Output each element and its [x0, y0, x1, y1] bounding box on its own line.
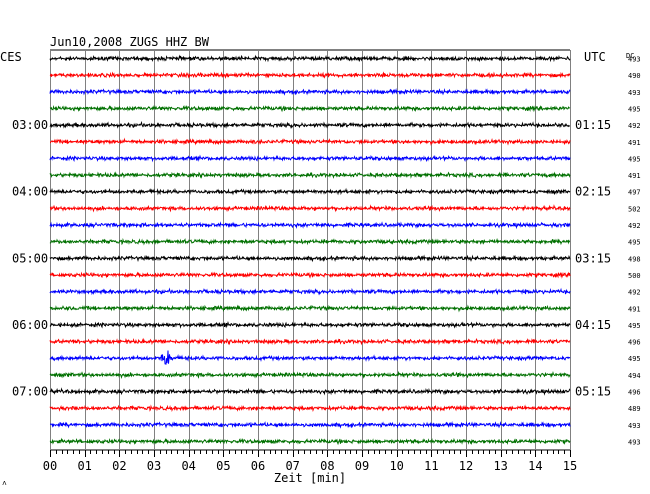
trace-line: [49, 237, 571, 246]
trace-line: [49, 254, 571, 263]
dc-value: 495: [628, 355, 641, 363]
left-hour-label: 06:00: [12, 318, 48, 332]
trace-line: [49, 71, 571, 79]
right-hour-label: 05:15: [575, 385, 611, 399]
chart-title: Jun10,2008 ZUGS HHZ BW: [50, 35, 210, 49]
dc-value: 491: [628, 139, 641, 147]
left-hour-label: 04:00: [12, 185, 48, 199]
dc-value: 497: [628, 189, 641, 197]
trace-line: [49, 320, 571, 329]
trace-line: [49, 137, 571, 146]
x-tick-label: 00: [43, 459, 57, 473]
x-tick-label: 05: [216, 459, 230, 473]
footer-mark: ˄: [2, 479, 7, 488]
dc-value: 496: [628, 389, 641, 397]
x-tick-label: 02: [112, 459, 126, 473]
x-tick-label: 04: [181, 459, 195, 473]
trace-line: [49, 370, 571, 380]
left-hour-label: 05:00: [12, 251, 48, 265]
dc-value: 498: [628, 255, 641, 263]
trace-line: [49, 54, 571, 63]
dc-value: 495: [628, 322, 641, 330]
x-tick-label: 14: [528, 459, 542, 473]
dc-value: 493: [628, 422, 641, 430]
trace-line: [49, 404, 571, 413]
dc-value: 491: [628, 305, 641, 313]
x-tick-label: 09: [355, 459, 369, 473]
dc-value: 493: [628, 89, 641, 97]
x-tick-label: 01: [77, 459, 91, 473]
dc-header-label: DC: [626, 52, 634, 60]
left-timezone-label: CES: [0, 50, 22, 64]
trace-line: [49, 221, 571, 230]
x-tick-label: 07: [285, 459, 299, 473]
dc-value: 493: [628, 56, 641, 64]
trace-line: [49, 287, 571, 296]
trace-line: [49, 87, 571, 96]
dc-value: 491: [628, 172, 641, 180]
dc-value: 492: [628, 122, 641, 130]
dc-value: 502: [628, 205, 641, 213]
dc-value: 495: [628, 239, 641, 247]
dc-value: 496: [628, 339, 641, 347]
right-hour-label: 03:15: [575, 251, 611, 265]
trace-line: [49, 204, 571, 213]
trace-line: [49, 387, 571, 396]
dc-value: 500: [628, 272, 641, 280]
trace-line: [49, 304, 571, 313]
left-hour-label: 03:00: [12, 118, 48, 132]
labels: 493 490 493 495 492 491 495 491 497 502 492 495 498 5…: [12, 56, 641, 447]
x-axis: 00 01 02 03 04 05 06 07 08 09 10 11 12 13 14 15: [43, 450, 577, 473]
x-tick-label: 10: [389, 459, 403, 473]
trace-line: [49, 104, 571, 113]
dc-value: 494: [628, 372, 641, 380]
trace-line: [49, 171, 571, 179]
trace-line: [49, 154, 571, 163]
dc-value: 492: [628, 289, 641, 297]
trace-line: [49, 437, 571, 446]
trace-line: [49, 350, 571, 365]
trace-line: [49, 337, 571, 346]
dc-value: 493: [628, 438, 641, 446]
dc-value: 489: [628, 405, 641, 413]
x-tick-label: 03: [147, 459, 161, 473]
x-axis-label: Zeit [min]: [274, 471, 346, 485]
right-hour-label: 01:15: [575, 118, 611, 132]
right-hour-label: 02:15: [575, 185, 611, 199]
traces: [49, 54, 571, 446]
x-tick-label: 13: [493, 459, 507, 473]
x-tick-label: 12: [459, 459, 473, 473]
trace-line: [49, 120, 571, 130]
dc-value: 495: [628, 105, 641, 113]
x-tick-label: 15: [563, 459, 577, 473]
x-tick-label: 11: [424, 459, 438, 473]
trace-line: [49, 187, 571, 196]
x-tick-label: 08: [320, 459, 334, 473]
trace-line: [49, 271, 571, 279]
dc-value: 490: [628, 72, 641, 80]
left-hour-label: 07:00: [12, 385, 48, 399]
dc-value: 495: [628, 155, 641, 163]
grid: [50, 49, 571, 451]
dc-value: 492: [628, 222, 641, 230]
right-hour-label: 04:15: [575, 318, 611, 332]
right-timezone-label: UTC: [584, 50, 606, 64]
trace-line: [49, 420, 571, 429]
x-tick-label: 06: [251, 459, 265, 473]
